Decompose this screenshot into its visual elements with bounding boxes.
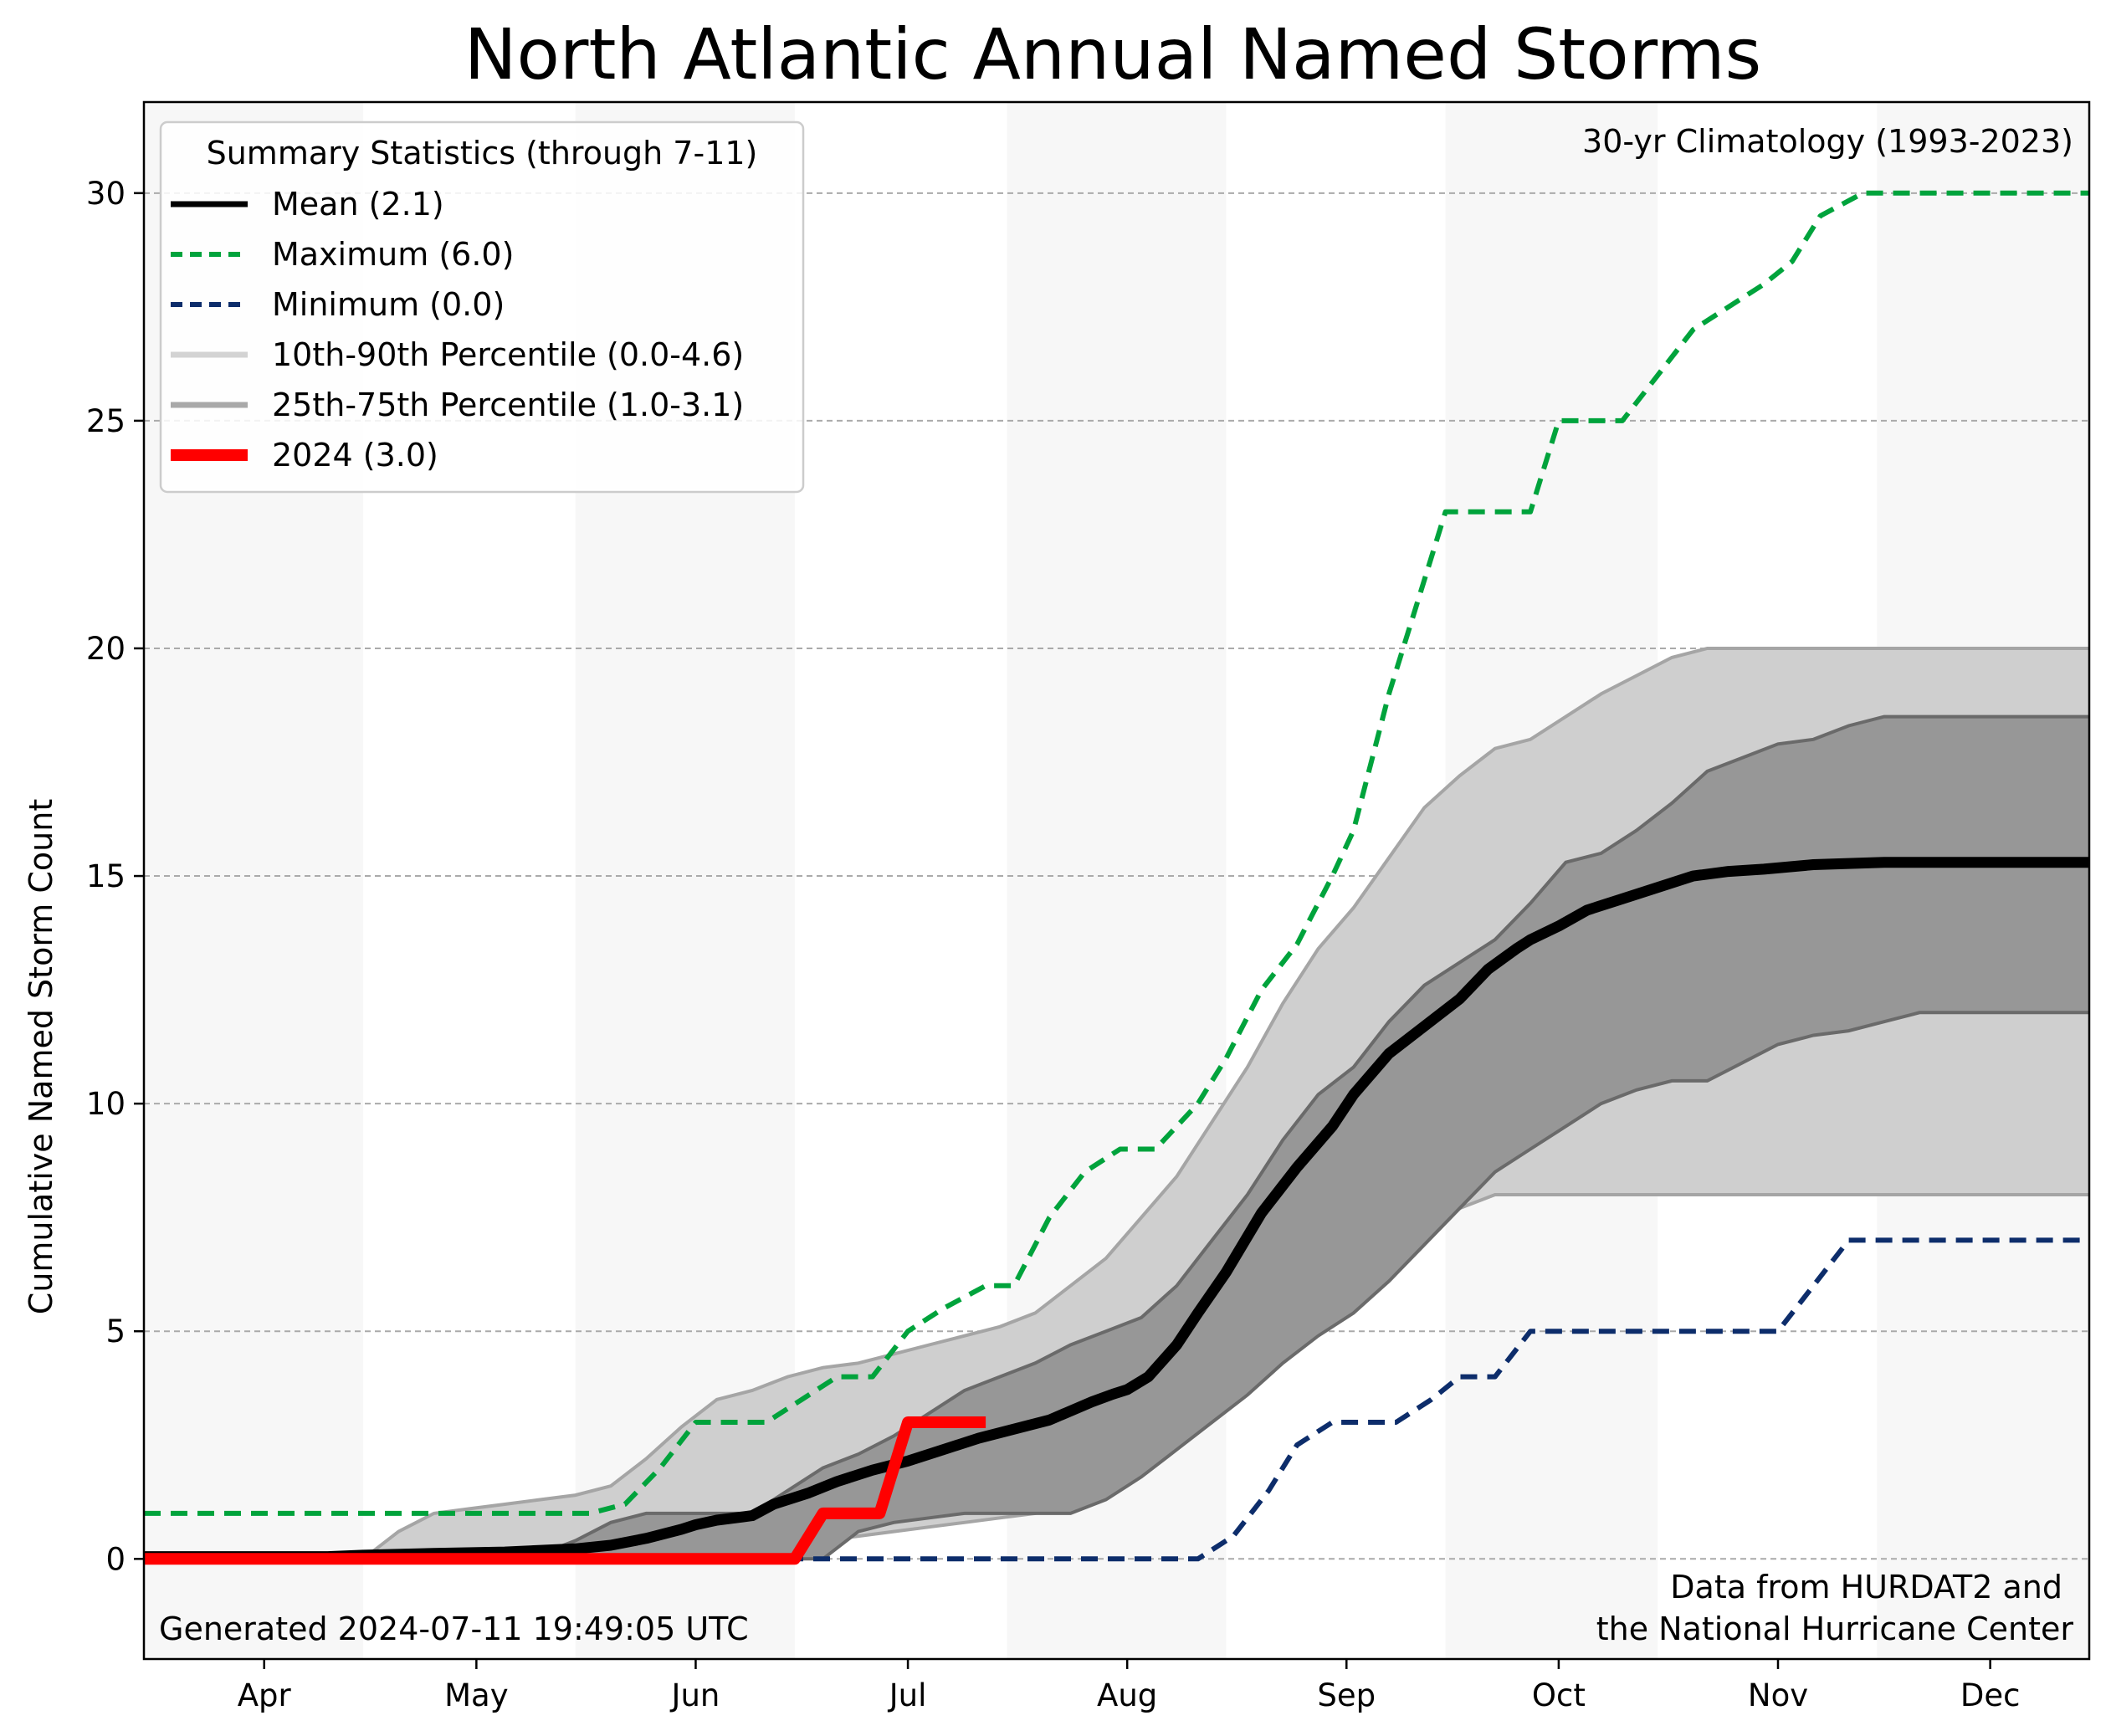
series-lines [144,190,2089,1565]
minimum-line [144,1237,2089,1562]
legend: Summary Statistics (through 7-11) Mean (… [159,120,805,494]
x-axis: Apr May Jun Jul Aug Sep Oct Nov Dec [238,1659,2021,1713]
legend-title: Summary Statistics (through 7-11) [207,135,758,172]
x-tick-label-nov: Nov [1748,1677,1808,1713]
legend-box [159,120,805,494]
y-tick-label: 10 [86,1086,126,1122]
legend-entry-label: 25th-75th Percentile (1.0-3.1) [272,387,744,423]
x-tick-label-apr: Apr [238,1677,292,1713]
mean-line [144,857,2089,1563]
legend-entry-label: Minimum (0.0) [272,286,505,323]
x-tick-label-aug: Aug [1097,1677,1157,1713]
y-axis: 0 5 10 15 20 25 30 [86,176,144,1577]
maximum-line [144,190,2089,1516]
band-upper-edge [144,647,2089,1561]
y-tick-label: 20 [86,631,126,667]
plot-frame [142,100,2091,1661]
source-line-2: the National Hurricane Center [1596,1611,2074,1647]
band-upper-edge [144,714,2089,1561]
chart-title: North Atlantic Annual Named Storms [464,13,1762,95]
y-tick-label: 0 [105,1541,126,1577]
legend-entries: Mean (2.1) Maximum (6.0) Minimum (0.0) 10th… [171,186,744,474]
legend-entry-label: 2024 (3.0) [272,437,438,474]
x-tick-label-jul: Jul [888,1677,927,1713]
legend-entry-label: Maximum (6.0) [272,236,514,273]
source-line-1: Data from HURDAT2 and [1670,1569,2062,1605]
season-2024-line [144,1416,986,1565]
y-tick-label: 25 [86,403,126,439]
band-fill-p25-p75 [144,716,2089,1559]
chart-subtitle: 30-yr Climatology (1993-2023) [1582,123,2073,160]
y-tick-label: 5 [105,1314,126,1349]
legend-entry-label: 10th-90th Percentile (0.0-4.6) [272,336,744,373]
generated-timestamp: Generated 2024-07-11 19:49:05 UTC [159,1611,749,1647]
legend-entry-label: Mean (2.1) [272,186,444,223]
y-tick-label: 30 [86,176,126,212]
y-axis-label: Cumulative Named Storm Count [23,799,59,1314]
x-tick-label-dec: Dec [1960,1677,2021,1713]
x-tick-label-sep: Sep [1317,1677,1376,1713]
x-tick-label-may: May [444,1677,509,1713]
y-tick-label: 15 [86,858,126,894]
x-tick-label-oct: Oct [1532,1677,1586,1713]
x-tick-label-jun: Jun [670,1677,720,1713]
